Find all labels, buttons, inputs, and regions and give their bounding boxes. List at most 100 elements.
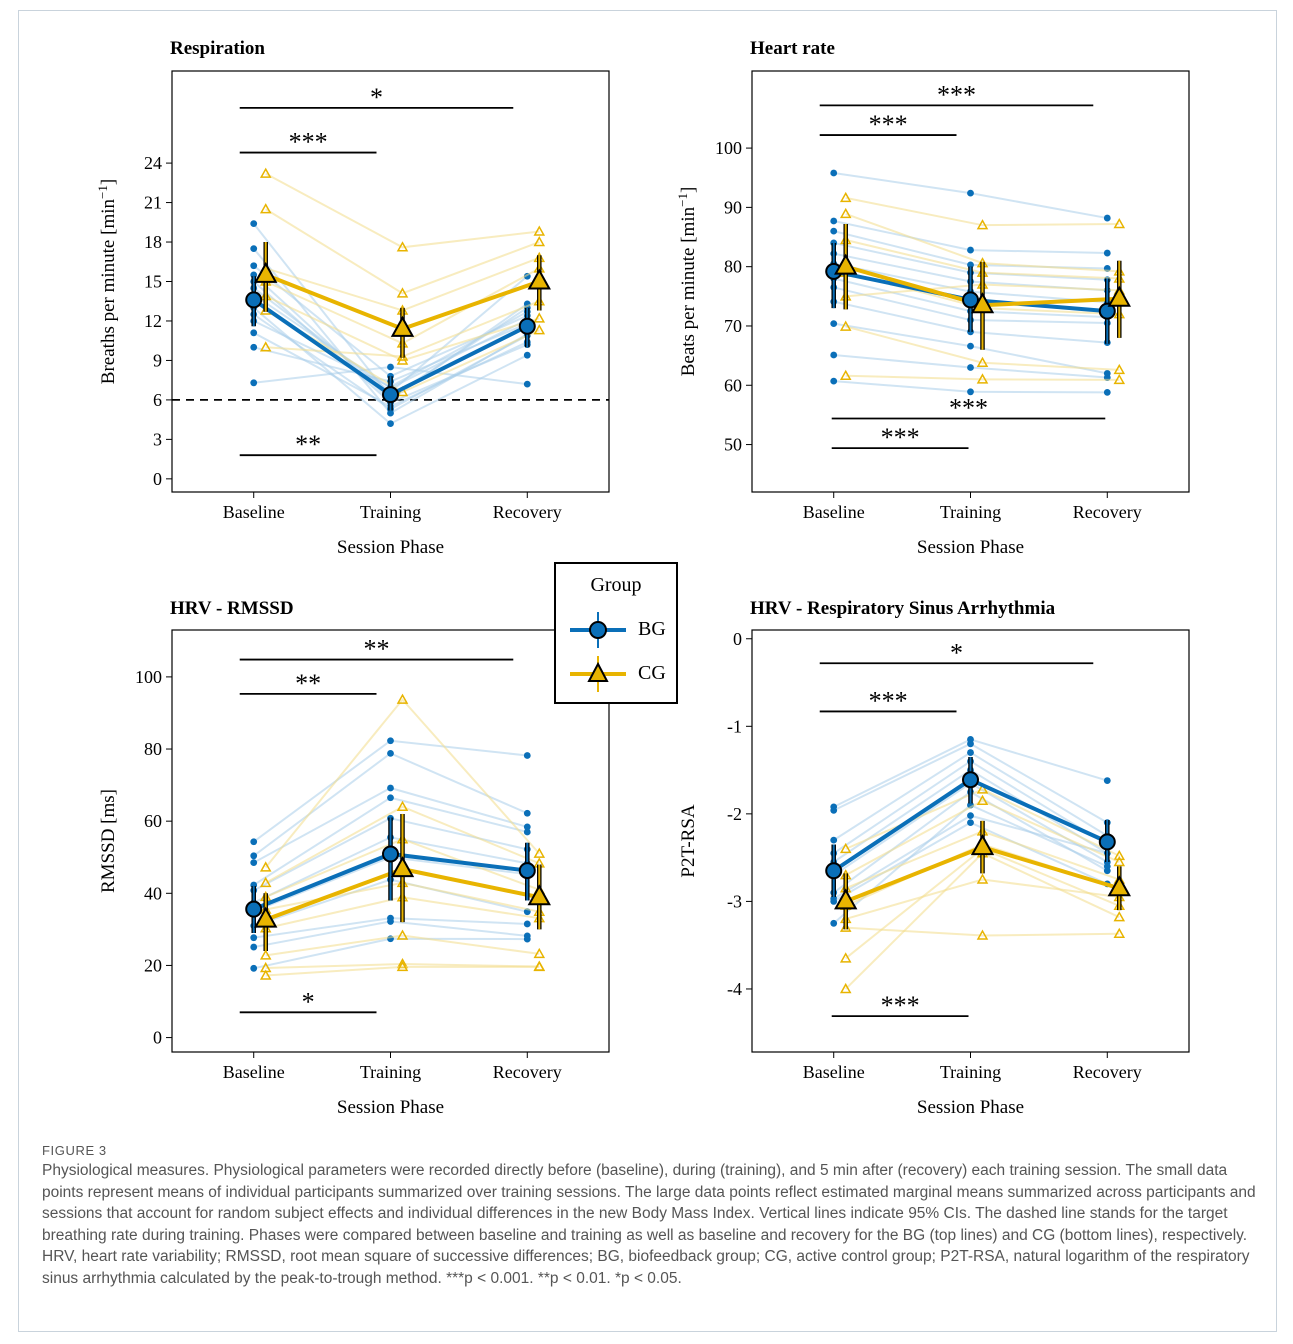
participant-point-cg — [1113, 855, 1126, 867]
participant-point-cg — [396, 693, 409, 704]
x-axis-label: Session Phase — [337, 537, 444, 558]
legend-key-cg — [570, 656, 626, 692]
participant-point-bg — [1103, 388, 1111, 396]
y-tick-label: 3 — [153, 429, 162, 449]
participant-point-cg — [396, 929, 409, 940]
panel-title: Heart rate — [750, 38, 835, 59]
y-tick-label: 9 — [153, 350, 162, 370]
participant-point-bg — [250, 343, 258, 351]
participant-line-bg — [253, 264, 528, 378]
participant-point-bg — [967, 812, 974, 820]
x-tick-label: Training — [360, 1062, 421, 1082]
participant-point-cg — [976, 219, 989, 230]
y-tick-label: -1 — [727, 716, 742, 736]
participant-point-cg — [533, 947, 546, 959]
mean-point-bg — [382, 845, 399, 863]
figure-label: FIGURE 3 — [42, 1143, 107, 1158]
participant-point-bg — [523, 380, 531, 388]
participant-point-cg — [533, 324, 546, 335]
participant-point-cg — [839, 207, 852, 219]
participant-line-cg — [845, 196, 1120, 227]
x-tick-label: Baseline — [223, 1062, 285, 1082]
mean-point-bg — [382, 386, 399, 404]
y-tick-label: -3 — [727, 891, 742, 911]
participant-point-bg — [250, 964, 258, 972]
participant-point-bg — [523, 920, 531, 928]
participant-point-cg — [976, 783, 989, 794]
participant-point-bg — [250, 245, 258, 253]
y-tick-label: 100 — [135, 667, 162, 687]
participant-point-cg — [839, 842, 852, 854]
y-axis-label: Beats per minute [min−1] — [675, 187, 700, 377]
x-axis-label: Session Phase — [917, 537, 1024, 558]
participant-point-cg — [533, 960, 546, 972]
participant-point-bg — [387, 363, 394, 371]
legend-title: Group — [590, 574, 642, 596]
significance-stars: *** — [881, 423, 920, 452]
participant-point-bg — [830, 351, 838, 359]
participant-line-cg — [845, 325, 1120, 371]
mean-point-cg — [390, 315, 415, 337]
y-tick-label: 40 — [144, 883, 162, 903]
participant-point-cg — [533, 236, 546, 247]
significance-stars: ** — [295, 669, 321, 698]
mean-point-bg — [825, 862, 843, 880]
participant-point-cg — [396, 241, 409, 252]
mean-point-cg — [834, 888, 858, 910]
participant-point-cg — [396, 287, 409, 298]
y-tick-label: 100 — [715, 138, 742, 158]
participant-point-cg — [1113, 849, 1126, 861]
y-tick-label: 0 — [153, 469, 162, 489]
participant-point-cg — [533, 312, 546, 323]
participant-point-bg — [523, 351, 531, 359]
significance-stars: * — [950, 638, 963, 667]
participant-point-cg — [259, 861, 272, 872]
participant-point-cg — [259, 949, 272, 960]
significance-stars: ** — [364, 635, 390, 664]
participant-point-bg — [967, 819, 974, 827]
mean-point-cg — [390, 856, 415, 878]
participant-point-bg — [250, 934, 258, 942]
panel-title: HRV - RMSSD — [170, 598, 294, 619]
significance-stars: *** — [869, 686, 908, 715]
mean-point-cg — [254, 261, 278, 283]
participant-point-cg — [976, 356, 989, 367]
participant-line-cg — [265, 172, 540, 249]
participant-point-cg — [396, 960, 409, 972]
participant-point-cg — [396, 800, 409, 811]
participant-point-bg — [967, 246, 974, 254]
participant-point-cg — [839, 369, 852, 381]
y-tick-label: 70 — [724, 316, 742, 336]
y-axis-label: Breaths per minute [min−1] — [95, 179, 120, 384]
participant-point-bg — [1103, 777, 1111, 784]
participant-point-bg — [387, 737, 394, 745]
participant-point-bg — [1103, 862, 1111, 870]
participant-point-bg — [967, 189, 974, 197]
significance-stars: *** — [881, 991, 920, 1020]
mean-point-cg — [1107, 875, 1131, 897]
x-tick-label: Baseline — [803, 502, 865, 522]
participant-point-cg — [839, 191, 852, 203]
participant-point-bg — [967, 342, 974, 350]
participant-point-cg — [259, 167, 272, 178]
mean-point-bg — [1098, 302, 1116, 320]
y-tick-label: 60 — [724, 375, 742, 395]
participant-point-bg — [523, 752, 531, 759]
mean-point-cg — [254, 906, 278, 928]
legend-item-bg: BG — [568, 610, 673, 650]
y-tick-label: 24 — [144, 153, 162, 173]
participant-point-bg — [250, 379, 258, 387]
y-tick-label: 20 — [144, 955, 162, 975]
participant-point-bg — [387, 918, 394, 925]
mean-point-bg — [245, 900, 263, 918]
participant-point-bg — [250, 220, 258, 228]
participant-point-cg — [1113, 373, 1126, 385]
mean-point-bg — [518, 862, 536, 880]
y-tick-label: 0 — [733, 629, 742, 649]
mean-point-bg — [245, 291, 263, 309]
mean-point-cg — [970, 292, 995, 314]
mean-point-cg — [527, 884, 551, 906]
participant-line-cg — [265, 934, 540, 957]
significance-stars: *** — [869, 110, 908, 139]
participant-point-bg — [523, 828, 531, 836]
